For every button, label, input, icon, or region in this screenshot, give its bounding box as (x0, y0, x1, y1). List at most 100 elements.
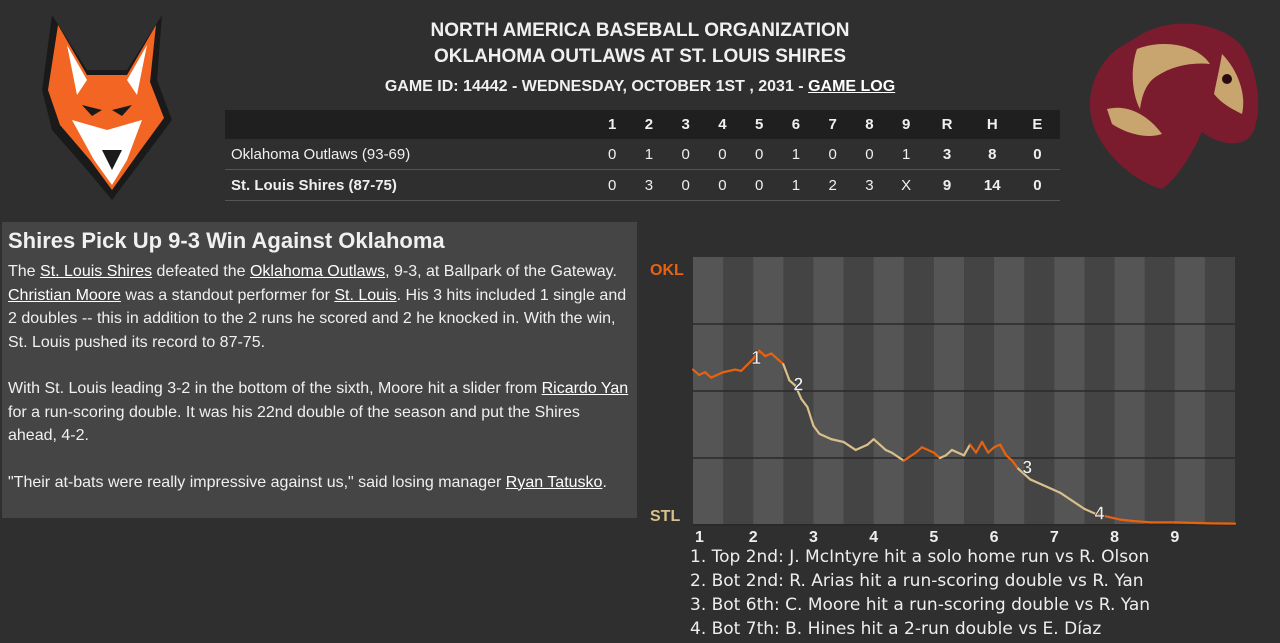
key-plays-list: 1. Top 2nd: J. McIntyre hit a solo home … (690, 545, 1150, 641)
win-probability-segment (944, 448, 954, 457)
win-probability-segment (722, 368, 737, 374)
key-play-marker-2: 2 (793, 375, 803, 395)
story-paragraph-1: The St. Louis Shires defeated the Oklaho… (8, 260, 631, 354)
win-probability-segment (872, 438, 881, 446)
away-inning-6: 1 (777, 139, 815, 170)
key-play-3: 3. Bot 6th: C. Moore hit a run-scoring d… (690, 595, 1151, 615)
home-total-h: 14 (969, 169, 1015, 201)
story-link[interactable]: Ryan Tatusko (505, 473, 603, 491)
win-probability-segment (758, 349, 767, 358)
win-probability-segment (1071, 499, 1086, 511)
story-text: "Their at-bats were really impressive ag… (8, 473, 506, 491)
chart-bottom-label: STL (650, 508, 680, 525)
key-play-2: 2. Bot 2nd: R. Arias hit a run-scoring d… (690, 571, 1144, 591)
team-column-header (225, 110, 594, 139)
key-play-4: 4. Bot 7th: B. Hines hit a 2-run double … (690, 619, 1102, 639)
home-team-name[interactable]: St. Louis Shires (87-75) (225, 169, 594, 201)
win-probability-chart: 1 2 3 4 OKL STL 1 2 3 4 5 6 7 8 9 (650, 257, 1237, 545)
win-probability-segment (818, 432, 833, 441)
inning-tick-label-2: 2 (749, 529, 758, 545)
win-probability-segment (1011, 459, 1020, 470)
game-info: GAME ID: 14442 - WEDNESDAY, OCTOBER 1ST … (340, 78, 940, 96)
horse-logo-icon (1089, 23, 1259, 189)
key-play-marker-3: 3 (1022, 458, 1032, 478)
column-header-6: 6 (777, 110, 815, 139)
home-inning-3: 0 (667, 169, 704, 201)
story-link[interactable]: Ricardo Yan (541, 380, 629, 397)
key-play-marker-1: 1 (751, 348, 761, 368)
story-text: , 9-3, at Ballpark of the Gateway. (385, 263, 617, 280)
story-link[interactable]: St. Louis (334, 286, 397, 304)
inning-tick-label-4: 4 (869, 529, 878, 545)
story-text: for a run-scoring double. It was his 22n… (8, 403, 580, 445)
win-probability-segment (806, 405, 815, 427)
win-probability-segment (866, 438, 875, 446)
away-inning-4: 0 (703, 139, 741, 170)
column-header-4: 4 (703, 110, 741, 139)
win-probability-segment (980, 440, 990, 454)
home-total-e: 0 (1014, 169, 1060, 201)
win-probability-segment (703, 371, 713, 379)
win-probability-segment (968, 443, 978, 454)
away-total-h: 8 (969, 139, 1015, 170)
story-text: . His 3 hits included 1 single and 2 dou… (8, 286, 627, 351)
away-total-r: 3 (924, 139, 970, 170)
inning-tick-label-3: 3 (809, 529, 818, 545)
story-text: With St. Louis leading 3-2 in the bottom… (8, 380, 542, 397)
column-header-h: H (969, 110, 1015, 139)
column-header-r: R (924, 110, 970, 139)
story-link[interactable]: St. Louis Shires (40, 263, 153, 280)
win-probability-segment (1059, 491, 1074, 502)
win-probability-segment (788, 379, 797, 387)
fox-logo-icon (42, 15, 172, 200)
home-total-r: 9 (924, 169, 970, 201)
story-text: The (8, 263, 41, 280)
away-team-name[interactable]: Oklahoma Outlaws (93-69) (225, 139, 594, 170)
story-paragraph-3: "Their at-bats were really impressive ag… (8, 471, 631, 495)
chart-top-label: OKL (650, 262, 684, 279)
home-inning-2: 3 (630, 169, 668, 201)
win-probability-segment (1173, 521, 1194, 524)
win-probability-segment (1131, 519, 1152, 524)
away-inning-9: 1 (887, 139, 925, 170)
win-probability-segment (800, 397, 809, 409)
story-link[interactable]: Christian Moore (8, 286, 121, 304)
story-link[interactable]: Oklahoma Outlaws (249, 263, 386, 280)
win-probability-segment (830, 438, 845, 444)
game-story-panel: Shires Pick Up 9-3 Win Against Oklahoma … (2, 222, 637, 518)
column-header-7: 7 (814, 110, 851, 139)
inning-tick-label-8: 8 (1110, 529, 1119, 545)
win-probability-segment (1119, 518, 1134, 523)
column-header-e: E (1014, 110, 1060, 139)
inning-tick-label-5: 5 (929, 529, 938, 545)
home-inning-7: 2 (814, 169, 851, 201)
inning-tick-label-1: 1 (695, 529, 704, 545)
win-probability-segment (974, 440, 984, 454)
win-probability-segment (1191, 521, 1213, 525)
away-inning-7: 0 (814, 139, 851, 170)
home-team-row: St. Louis Shires (87-75) 0 3 0 0 0 1 2 3 X 9 14 0 (225, 169, 1060, 201)
win-probability-segment (770, 352, 779, 360)
win-probability-segment (999, 443, 1008, 457)
game-log-link[interactable]: GAME LOG (808, 78, 896, 95)
win-probability-segment (986, 446, 996, 454)
column-header-9: 9 (887, 110, 925, 139)
away-inning-3: 0 (667, 139, 704, 170)
home-inning-8: 3 (850, 169, 888, 201)
win-probability-segment (920, 446, 935, 454)
win-probability-segment (1083, 507, 1098, 516)
win-probability-segment (932, 451, 942, 460)
win-probability-segment (890, 451, 905, 462)
win-probability-segment (752, 349, 761, 360)
win-probability-segment (854, 443, 869, 452)
away-total-e: 0 (1014, 139, 1060, 170)
win-probability-segment (691, 368, 701, 377)
inning-tick-label-6: 6 (990, 529, 999, 545)
column-header-8: 8 (850, 110, 888, 139)
game-info-text: GAME ID: 14442 - WEDNESDAY, OCTOBER 1ST … (384, 78, 809, 95)
away-inning-5: 0 (740, 139, 778, 170)
win-probability-segment (962, 443, 972, 457)
